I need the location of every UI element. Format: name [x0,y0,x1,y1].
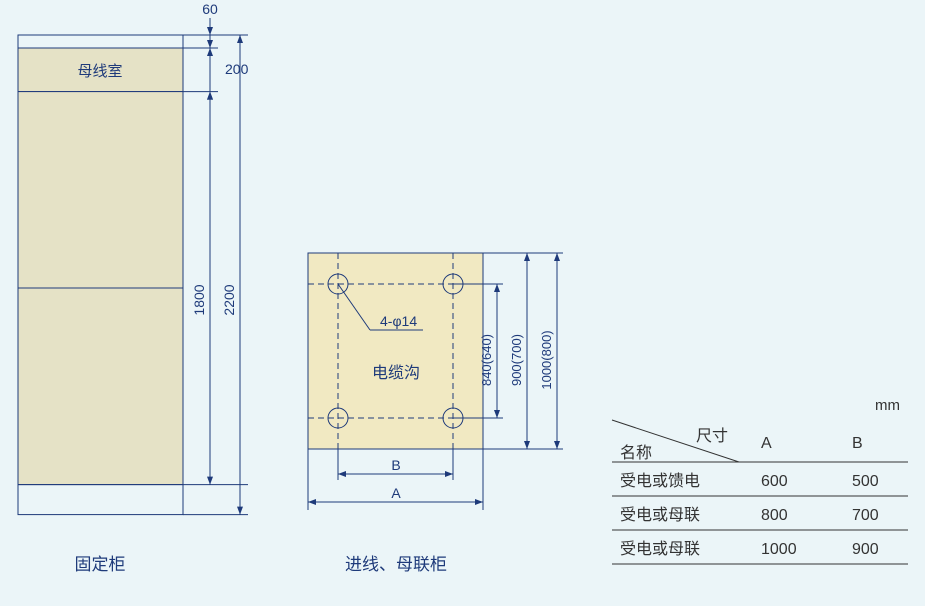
hole-spec-label: 4-φ14 [380,313,417,329]
dim-top-cap: 60 [183,1,218,64]
svg-text:500: 500 [852,473,879,490]
svg-text:1800: 1800 [191,284,207,315]
svg-text:800: 800 [761,507,788,524]
svg-text:名称: 名称 [620,444,652,462]
engineering-drawing: 母线室 60 200 1800 2200 固定柜 [0,0,925,606]
dim-total: 2200 [183,35,248,515]
fixed-cabinet-view: 母线室 60 200 1800 2200 固定柜 [18,1,249,574]
table-row: 受电或母联 800 700 [620,506,879,524]
plate-view: 4-φ14 电缆沟 840(640) 900(700) 1000(800) B … [308,253,563,574]
cable-trench-label: 电缆沟 [372,364,420,382]
col-B: B [852,435,863,452]
svg-text:600: 600 [761,473,788,490]
svg-text:200: 200 [225,61,249,77]
dim-header: 200 [183,30,249,110]
svg-text:1000: 1000 [761,541,797,558]
dim-body: 1800 [183,92,248,485]
svg-text:受电或馈电: 受电或馈电 [620,472,700,490]
table-row: 受电或馈电 600 500 [620,472,879,490]
svg-text:A: A [391,485,401,501]
svg-text:1000(800): 1000(800) [539,330,554,389]
svg-text:60: 60 [202,1,218,17]
table-row: 受电或母联 1000 900 [620,540,879,558]
dimension-table: mm 尺寸 名称 A B 受电或馈电 600 500 受电或母联 800 700… [612,397,908,564]
fixed-cabinet-caption: 固定柜 [75,555,126,574]
col-A: A [761,435,772,452]
unit-label: mm [875,397,900,414]
svg-text:受电或母联: 受电或母联 [620,540,700,558]
svg-text:受电或母联: 受电或母联 [620,506,700,524]
svg-text:900(700): 900(700) [509,334,524,386]
plate-caption: 进线、母联柜 [345,555,447,574]
svg-text:尺寸: 尺寸 [696,427,728,445]
svg-text:2200: 2200 [221,284,237,315]
svg-text:700: 700 [852,507,879,524]
svg-text:840(640): 840(640) [479,334,494,386]
svg-text:B: B [391,457,400,473]
busbar-room-label: 母线室 [77,63,122,80]
svg-text:900: 900 [852,541,879,558]
